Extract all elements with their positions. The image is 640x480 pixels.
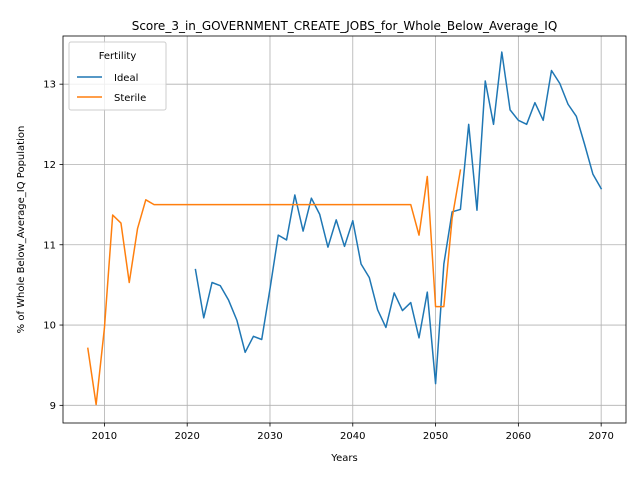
x-tick-label: 2050 bbox=[423, 431, 448, 442]
y-tick-label: 11 bbox=[43, 240, 56, 251]
y-tick-label: 13 bbox=[43, 80, 56, 91]
y-tick-label: 12 bbox=[43, 160, 56, 171]
series-line-sterile bbox=[86, 169, 462, 406]
x-axis-ticks: 2010 2020 2030 2040 2050 2060 2070 bbox=[92, 423, 614, 442]
y-tick-label: 10 bbox=[43, 321, 56, 332]
series-line-ideal bbox=[194, 51, 603, 385]
chart-title: Score_3_in_GOVERNMENT_CREATE_JOBS_for_Wh… bbox=[132, 19, 558, 33]
plot-frame bbox=[62, 35, 627, 424]
x-tick-label: 2070 bbox=[588, 431, 613, 442]
x-tick-label: 2040 bbox=[340, 431, 365, 442]
y-axis-label: % of Whole Below_Average_IQ Population bbox=[16, 126, 27, 334]
legend-items: Ideal Sterile bbox=[77, 73, 146, 104]
x-tick-label: 2030 bbox=[257, 431, 282, 442]
x-tick-label: 2060 bbox=[506, 431, 531, 442]
legend-title: Fertility bbox=[99, 51, 137, 62]
legend-box bbox=[68, 41, 167, 111]
y-axis-ticks: 9 10 11 12 13 bbox=[43, 80, 63, 412]
legend-label-sterile: Sterile bbox=[114, 93, 146, 104]
y-tick-label: 9 bbox=[50, 401, 56, 412]
x-tick-label: 2020 bbox=[174, 431, 199, 442]
legend-label-ideal: Ideal bbox=[114, 73, 138, 84]
x-axis-label: Years bbox=[330, 453, 357, 464]
x-tick-label: 2010 bbox=[92, 431, 117, 442]
series-group bbox=[86, 51, 603, 406]
legend: Fertility Ideal Sterile bbox=[68, 41, 167, 111]
